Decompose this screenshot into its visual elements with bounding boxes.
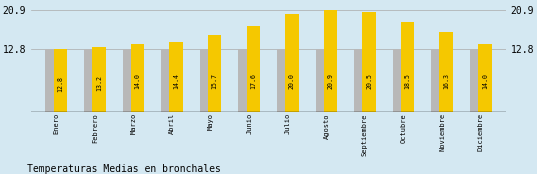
Bar <box>324 10 337 112</box>
Text: 14.0: 14.0 <box>482 73 488 89</box>
Bar <box>285 14 299 112</box>
Bar <box>84 49 98 112</box>
Bar <box>208 35 221 112</box>
Text: 20.0: 20.0 <box>289 73 295 89</box>
Bar <box>431 49 445 112</box>
Text: 18.5: 18.5 <box>405 73 411 89</box>
Text: 20.5: 20.5 <box>366 73 372 89</box>
Bar <box>161 49 175 112</box>
Bar <box>200 49 213 112</box>
Bar <box>238 49 252 112</box>
Text: 12.8: 12.8 <box>57 76 63 92</box>
Text: 16.3: 16.3 <box>443 73 449 89</box>
Bar <box>46 49 59 112</box>
Bar <box>470 49 483 112</box>
Bar <box>169 42 183 112</box>
Bar <box>92 47 106 112</box>
Text: 14.0: 14.0 <box>134 73 141 89</box>
Bar <box>439 32 453 112</box>
Text: 13.2: 13.2 <box>96 75 102 91</box>
Bar <box>277 49 291 112</box>
Bar <box>246 26 260 112</box>
Bar <box>354 49 368 112</box>
Text: 20.9: 20.9 <box>328 73 333 89</box>
Bar <box>401 22 415 112</box>
Bar <box>54 49 67 112</box>
Bar <box>130 44 144 112</box>
Text: 14.4: 14.4 <box>173 73 179 89</box>
Bar <box>478 44 491 112</box>
Text: 17.6: 17.6 <box>250 73 256 89</box>
Text: Temperaturas Medias en bronchales: Temperaturas Medias en bronchales <box>27 164 221 174</box>
Text: 15.7: 15.7 <box>212 73 217 89</box>
Bar <box>393 49 407 112</box>
Bar <box>122 49 136 112</box>
Bar <box>316 49 329 112</box>
Bar <box>362 12 376 112</box>
